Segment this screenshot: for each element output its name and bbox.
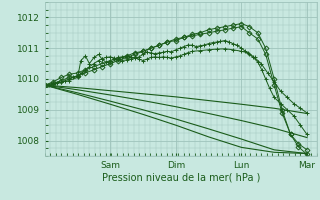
- X-axis label: Pression niveau de la mer( hPa ): Pression niveau de la mer( hPa ): [102, 173, 260, 183]
